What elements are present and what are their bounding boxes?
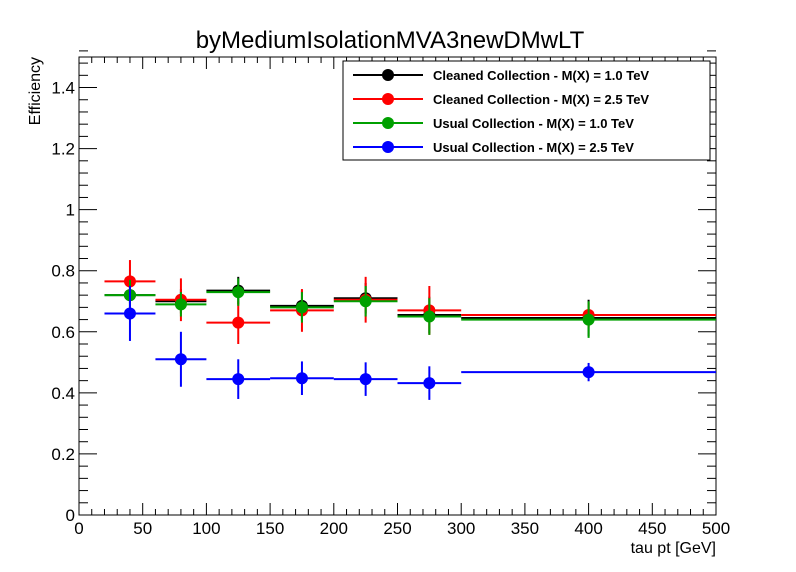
y-tick-label: 0.2 — [51, 445, 75, 464]
y-tick-label: 1.4 — [51, 79, 75, 98]
data-point — [295, 372, 308, 385]
y-tick-label: 0.6 — [51, 323, 75, 342]
y-tick-label: 0 — [66, 506, 75, 525]
axes: 0 50 100 150 200 250 300 350 400 450 500 0 0.2 0.4 0.6… — [51, 50, 730, 538]
data-point — [123, 307, 136, 320]
legend-marker — [382, 117, 394, 129]
x-tick-label: 400 — [574, 519, 602, 538]
x-tick-label: 250 — [383, 519, 411, 538]
chart-title: byMediumIsolationMVA3newDMwLT — [196, 27, 585, 54]
data-point — [174, 353, 187, 366]
x-axis-label: tau pt [GeV] — [631, 540, 716, 557]
data-point — [582, 366, 595, 379]
x-tick-label: 0 — [74, 519, 83, 538]
legend: Cleaned Collection - M(X) = 1.0 TeV Clean… — [342, 60, 711, 161]
data-point — [423, 377, 436, 390]
x-tick-label: 200 — [320, 519, 348, 538]
legend-label: Cleaned Collection - M(X) = 1.0 TeV — [433, 68, 649, 83]
legend-label: Cleaned Collection - M(X) = 2.5 TeV — [433, 92, 649, 107]
legend-marker — [382, 69, 394, 81]
y-tick-label: 1.2 — [51, 140, 75, 159]
series-4 — [104, 286, 716, 400]
x-tick-label: 50 — [133, 519, 152, 538]
series-1 — [104, 276, 716, 337]
y-tick-label: 0.4 — [51, 384, 75, 403]
data-point — [359, 373, 372, 386]
x-tick-label: 150 — [256, 519, 284, 538]
legend-marker — [382, 93, 394, 105]
data-point — [232, 286, 245, 299]
legend-label: Usual Collection - M(X) = 2.5 TeV — [433, 140, 634, 155]
legend-marker — [382, 141, 394, 153]
legend-box — [342, 60, 711, 161]
x-tick-label: 500 — [702, 519, 730, 538]
data-point — [232, 373, 245, 386]
x-tick-label: 300 — [447, 519, 475, 538]
y-tick-label: 0.8 — [51, 262, 75, 281]
data-point — [174, 298, 187, 311]
data-point — [582, 313, 595, 326]
series-layer — [104, 260, 716, 400]
x-tick-label: 350 — [511, 519, 539, 538]
x-tick-label: 100 — [192, 519, 220, 538]
data-point — [359, 295, 372, 308]
y-axis-label: Efficiency — [27, 57, 44, 125]
x-tick-label: 450 — [638, 519, 666, 538]
data-point — [423, 310, 436, 323]
data-point — [295, 301, 308, 314]
series-3 — [104, 278, 716, 338]
y-tick-label: 1 — [66, 201, 75, 220]
legend-label: Usual Collection - M(X) = 1.0 TeV — [433, 116, 634, 131]
data-point — [232, 316, 245, 329]
